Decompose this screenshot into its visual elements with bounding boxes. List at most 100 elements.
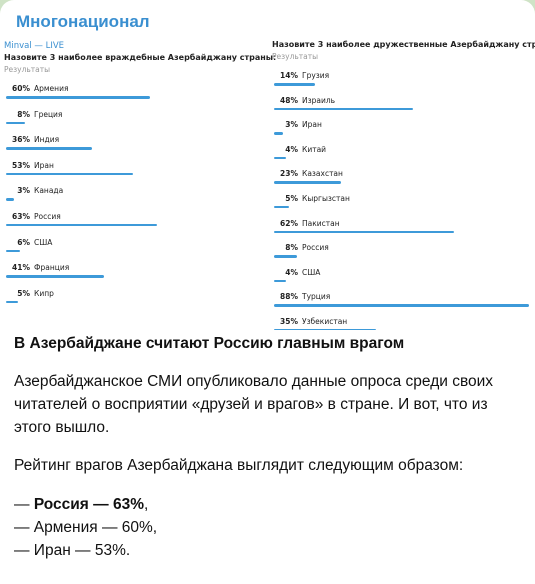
channel-name[interactable]: Многонационал xyxy=(16,12,150,31)
list-item: — Армения — 60%, xyxy=(14,519,158,536)
poll-option: 6% США xyxy=(4,234,266,260)
poll-option-label: Израиль xyxy=(302,95,336,105)
poll-option-label: Узбекистан xyxy=(302,316,348,326)
poll-option-percent: 4% xyxy=(285,144,298,154)
poll-option-percent: 3% xyxy=(17,186,30,196)
poll-option-label: США xyxy=(302,267,321,277)
list-item: — Россия — 63%, xyxy=(14,493,524,516)
poll-option-bar xyxy=(274,304,529,307)
poll-brand: Minval — LIVE xyxy=(4,41,65,51)
poll-option-bar xyxy=(274,255,297,258)
poll-options: 60% Армения 8% Греция 36% Индия 53% Иран 3% Канад… xyxy=(4,80,266,310)
poll-option-percent: 23% xyxy=(280,169,298,179)
poll-option-bar xyxy=(6,300,18,304)
poll-option-label: Россия xyxy=(302,243,329,253)
list-prefix: — xyxy=(14,496,34,513)
poll-option: 41% Франция xyxy=(4,259,266,285)
poll-option-bar xyxy=(6,249,20,253)
poll-option-bar xyxy=(6,172,133,176)
poll-option: 35% Узбекистан xyxy=(272,313,534,330)
poll-option-bar xyxy=(274,181,341,184)
enemies-poll: Minval — LIVE Назовите 3 наиболее вражде… xyxy=(4,40,277,310)
poll-option-bar xyxy=(6,121,25,125)
poll-option-label: Китай xyxy=(302,144,327,154)
poll-option-bar xyxy=(274,230,454,234)
poll-option-bar xyxy=(6,96,150,99)
poll-option-label: Казахстан xyxy=(302,169,343,179)
poll-option-percent: 48% xyxy=(280,95,298,105)
poll-option-percent: 53% xyxy=(12,160,30,170)
poll-option: 3% Иран xyxy=(272,116,534,141)
poll-option-percent: 35% xyxy=(280,316,298,326)
list-item-bold: Россия — 63% xyxy=(33,496,144,513)
poll-results-label: Результаты xyxy=(272,52,319,61)
poll-option: 36% Индия xyxy=(4,131,266,157)
poll-option-percent: 62% xyxy=(280,218,298,228)
poll-option-bar xyxy=(274,107,413,111)
poll-option-percent: 4% xyxy=(285,267,298,277)
poll-option-bar xyxy=(274,328,376,330)
poll-option: 14% Грузия xyxy=(272,67,534,92)
poll-option-bar xyxy=(274,205,289,209)
poll-option-label: США xyxy=(34,237,53,247)
enemies-list: — Россия — 63%, — Армения — 60%, — Иран … xyxy=(14,493,524,562)
post-text: В Азербайджане считают Россию главным вр… xyxy=(14,332,524,562)
poll-option: 53% Иран xyxy=(4,157,266,183)
poll-option-label: Армения xyxy=(34,84,69,93)
poll-option-label: Канада xyxy=(34,186,64,196)
poll-option-percent: 88% xyxy=(280,292,298,302)
post-headline: В Азербайджане считают Россию главным вр… xyxy=(14,335,405,352)
poll-option: 62% Пакистан xyxy=(272,215,534,240)
list-item: — Иран — 53%. xyxy=(14,542,131,559)
poll-option: 4% Китай xyxy=(272,141,534,166)
poll-option-percent: 6% xyxy=(17,237,30,247)
poll-option: 8% Россия xyxy=(272,239,534,264)
poll-option: 3% Канада xyxy=(4,182,266,208)
poll-option: 23% Казахстан xyxy=(272,165,534,190)
poll-option-bar xyxy=(6,223,157,227)
poll-option-percent: 41% xyxy=(12,263,30,273)
poll-option-percent: 63% xyxy=(12,211,30,221)
poll-option-percent: 60% xyxy=(12,84,30,93)
post-paragraph: Азербайджанское СМИ опубликовало данные … xyxy=(14,373,494,436)
poll-screenshot-image[interactable]: Minval — LIVE Назовите 3 наиболее вражде… xyxy=(0,40,535,330)
poll-option-percent: 36% xyxy=(12,135,30,145)
poll-option-bar xyxy=(6,275,104,278)
poll-option-bar xyxy=(6,147,92,150)
poll-question: Назовите 3 наиболее дружественные Азерба… xyxy=(272,40,535,49)
poll-option-label: Индия xyxy=(34,135,60,145)
poll-option-label: Кипр xyxy=(34,288,54,298)
poll-option-label: Иран xyxy=(302,120,322,130)
poll-option-bar xyxy=(274,156,286,160)
list-suffix: , xyxy=(143,496,149,513)
poll-option-percent: 5% xyxy=(285,193,298,203)
poll-option-percent: 8% xyxy=(17,109,30,119)
poll-option-bar xyxy=(6,198,14,201)
poll-option-percent: 8% xyxy=(285,243,298,253)
friends-poll: Назовите 3 наиболее дружественные Азерба… xyxy=(272,40,535,330)
poll-option-label: Франция xyxy=(34,263,70,273)
poll-option-label: Греция xyxy=(34,109,63,119)
poll-option-bar xyxy=(274,132,283,135)
poll-option-percent: 5% xyxy=(17,288,30,298)
poll-option: 4% США xyxy=(272,264,534,289)
poll-option-label: Иран xyxy=(34,160,54,170)
poll-option: 88% Турция xyxy=(272,288,534,313)
poll-option-bar xyxy=(274,83,315,86)
poll-options: 14% Грузия 48% Израиль 3% Иран 4% Китай 23% Казах… xyxy=(272,67,534,330)
poll-question: Назовите 3 наиболее враждебные Азербайдж… xyxy=(4,53,277,62)
poll-option: 60% Армения xyxy=(4,80,266,106)
poll-option: 5% Кыргызстан xyxy=(272,190,534,215)
poll-option-percent: 14% xyxy=(280,71,298,80)
poll-option: 5% Кипр xyxy=(4,285,266,311)
poll-option: 48% Израиль xyxy=(272,92,534,117)
poll-option-percent: 3% xyxy=(285,120,298,130)
poll-option: 63% Россия xyxy=(4,208,266,234)
poll-option-label: Кыргызстан xyxy=(302,193,350,203)
poll-option-label: Турция xyxy=(302,292,331,302)
post-paragraph: Рейтинг врагов Азербайджана выглядит сле… xyxy=(14,457,464,474)
poll-option-label: Пакистан xyxy=(302,218,340,228)
poll-option: 8% Греция xyxy=(4,106,266,132)
poll-option-label: Россия xyxy=(34,211,61,221)
